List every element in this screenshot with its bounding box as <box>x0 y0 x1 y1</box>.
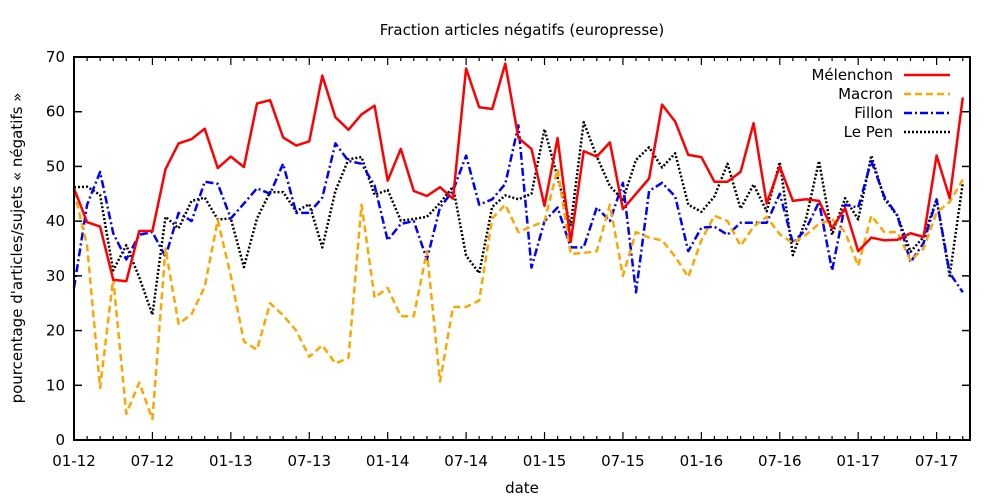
series-line-3 <box>73 120 965 316</box>
x-axis-label: date <box>505 479 539 497</box>
x-axis: 01-12 07-12 01-13 07-13 01-14 07-14 01-15 07-15… <box>52 57 964 470</box>
x-tick-label: 01-16 <box>680 452 724 470</box>
x-tick-label: 07-14 <box>444 452 488 470</box>
y-tick-label: 60 <box>46 103 65 121</box>
series-lines-group <box>72 62 965 421</box>
y-axis-label: pourcentage d'articles/sujets « négatifs… <box>8 93 26 404</box>
y-axis: 0 10 20 30 40 50 60 70 <box>46 48 970 449</box>
series-line-2 <box>72 124 964 294</box>
legend-label: Macron <box>838 85 893 103</box>
x-tick-label: 07-15 <box>601 452 645 470</box>
x-tick-label: 01-13 <box>209 452 253 470</box>
y-tick-label: 70 <box>46 48 65 66</box>
plot-frame <box>73 56 971 441</box>
y-tick-label: 10 <box>46 376 65 394</box>
y-tick-label: 30 <box>46 267 65 285</box>
x-tick-label: 01-15 <box>523 452 567 470</box>
legend-label: Fillon <box>854 104 893 122</box>
series-line-0 <box>72 62 965 283</box>
x-tick-label: 01-12 <box>52 452 96 470</box>
y-tick-label: 20 <box>46 322 65 340</box>
legend-label: Mélenchon <box>811 66 893 84</box>
y-tick-label: 0 <box>55 431 65 449</box>
legend-label: Le Pen <box>844 123 893 141</box>
x-tick-label: 01-14 <box>366 452 410 470</box>
x-tick-label: 07-12 <box>131 452 175 470</box>
x-tick-label: 01-17 <box>836 452 880 470</box>
y-tick-label: 40 <box>46 212 65 230</box>
chart-title: Fraction articles négatifs (europresse) <box>380 21 665 39</box>
y-tick-label: 50 <box>46 157 65 175</box>
series-line-1 <box>72 167 964 421</box>
x-tick-label: 07-17 <box>915 452 959 470</box>
x-tick-label: 07-13 <box>287 452 331 470</box>
x-tick-label: 07-16 <box>758 452 802 470</box>
